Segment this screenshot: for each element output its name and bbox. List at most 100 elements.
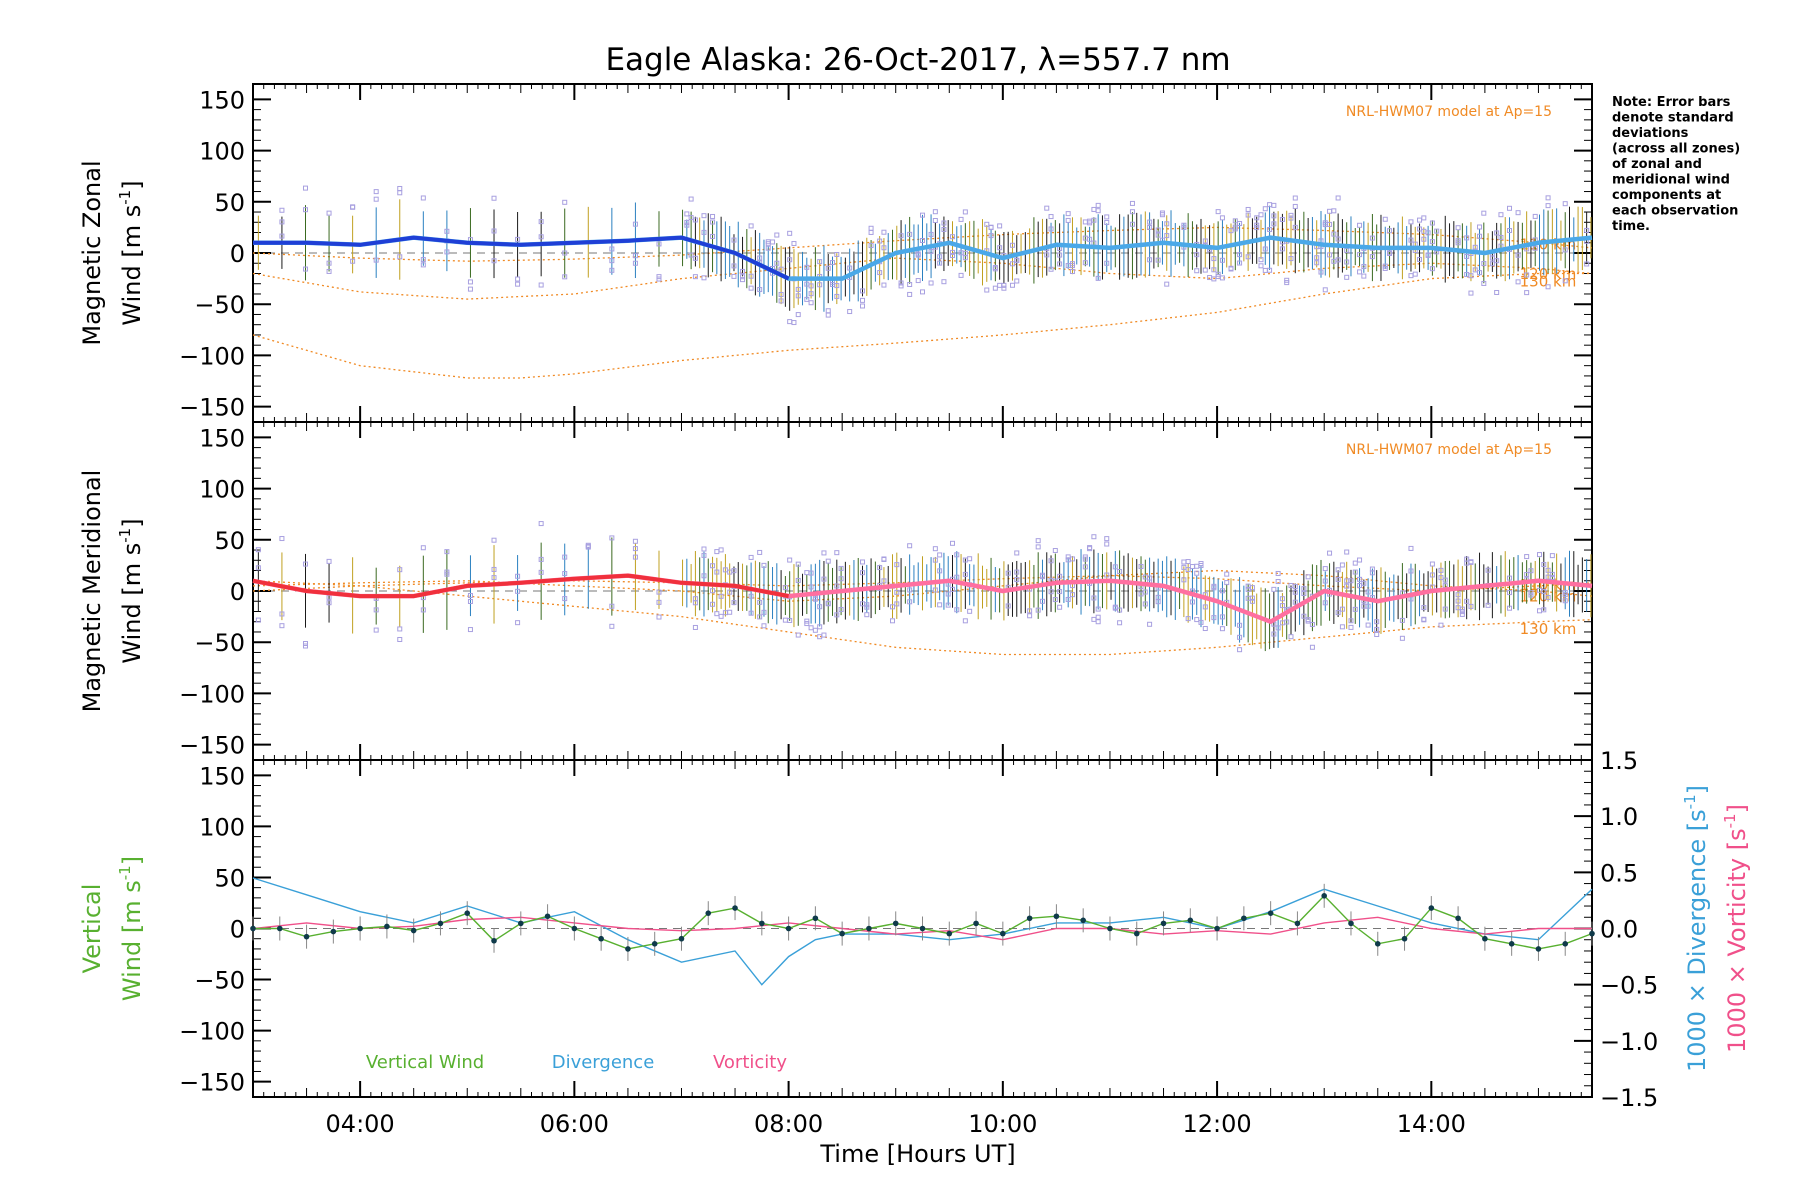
vertical-wind-point [571,925,578,932]
note-line: deviations [1612,126,1689,141]
y-tick-label: −50 [194,629,245,657]
x-tick-label: 08:00 [754,1110,823,1138]
model-curve-110km [252,574,1593,592]
y-axis-label-line2: Wind [m s-1] [116,518,146,663]
y-tick-label: 150 [199,424,245,452]
x-tick-label: 12:00 [1182,1110,1251,1138]
vertical-wind-point [1428,905,1435,911]
vertical-wind-point [330,928,337,935]
chart-title: Eagle Alaska: 26-Oct-2017, λ=557.7 nm [605,42,1230,78]
y-tick-label: 0 [230,578,245,606]
right-tick-label: 0.5 [1600,859,1638,887]
legend-entry: Vorticity [713,1052,787,1073]
y-tick-label: −150 [179,1069,245,1097]
y-tick-label: −50 [194,291,245,319]
meridional-wind-line [252,573,789,599]
vertical-wind-point [1562,941,1569,947]
vertical-wind-point [1053,913,1060,920]
meridional-panel: 150 100 50 0 −50 −100 −150 Magnetic Meridional W… [78,421,1593,761]
legend-entry: Divergence [552,1052,655,1073]
note-line: of zonal and [1612,157,1702,172]
vertical-wind-point [357,925,363,932]
y-tick-label: −50 [194,967,245,995]
x-tick-label: 04:00 [326,1110,395,1138]
y-tick-label: 100 [199,138,245,166]
model-label: NRL-HWM07 model at Ap=15 [1346,104,1552,120]
y-tick-label: 0 [230,916,245,944]
y-tick-label: −150 [179,732,245,760]
vertical-wind-point [651,941,658,947]
vertical-wind-point [303,933,310,940]
vertical-wind-point [1267,910,1274,916]
note-line: denote standard [1612,111,1734,126]
note-line: Note: Error bars [1612,95,1731,110]
zonal-wind-line [253,235,790,281]
vertical-wind-point [1589,930,1595,937]
y-tick-label: 150 [199,762,245,790]
error-bars-and-zone-points [257,185,1592,326]
y-tick-label: −150 [179,394,245,422]
vertical-wind-point [598,935,604,942]
vertical-wind-point [625,946,631,952]
vertical-wind-point [1401,935,1408,942]
model-label: NRL-HWM07 model at Ap=15 [1346,442,1552,458]
vertical-wind-point [1107,925,1113,932]
vertical-wind-point [518,920,524,927]
vertical-wind-point [1241,915,1247,922]
note-line: meridional wind [1612,173,1730,188]
vertical-wind-point [946,930,953,937]
right-tick-label: 1.5 [1600,747,1638,775]
vertical-wind-point [1160,920,1167,927]
y-axis-label-line1: Magnetic Meridional [78,470,106,713]
vertical-wind-point [839,930,845,937]
right-tick-label: −1.5 [1600,1084,1658,1112]
x-axis-tick-labels: 04:00 06:00 08:00 10:00 12:00 14:00 [326,1110,1466,1138]
vertical-wind-point [1187,917,1194,924]
y-tick-label: 50 [214,864,245,892]
y-axis-label-line1: Magnetic Zonal [78,160,106,345]
x-tick-label: 06:00 [540,1110,609,1138]
y-tick-label: 100 [199,813,245,841]
y-tick-label: 100 [199,476,245,504]
y-tick-label: 150 [199,86,245,114]
right-tick-label: 0.0 [1600,916,1638,944]
vertical-wind-point [759,920,765,927]
vertical-wind-point [732,905,738,911]
vertical-wind-point [464,910,471,916]
note-line: time. [1612,219,1650,234]
vertical-wind-point [410,927,417,934]
vertical-wind-point [276,925,283,932]
vertical-wind-point [866,925,872,932]
model-curve-120km [252,257,1593,300]
x-tick-label: 14:00 [1397,1110,1466,1138]
x-tick-label: 10:00 [968,1110,1037,1138]
y-tick-label: −100 [179,342,245,370]
y-axis-label-line2: Wind [m s-1] [116,856,146,1001]
vertical-wind-point [919,925,926,932]
vertical-wind-point [1214,925,1220,932]
right-axis-label-divergence: 1000 × Divergence [s-1] [1681,785,1711,1072]
vertical-wind-point [1455,915,1461,922]
vertical-wind-point [544,913,551,920]
vertical-wind-point [250,925,256,932]
right-tick-label: −1.0 [1600,1028,1658,1056]
vertical-wind-point [1321,893,1327,899]
vertical-wind-point [1348,920,1354,927]
vertical-wind-point [437,920,444,927]
model-curve-130km [252,580,1593,656]
vertical-wind-point [812,915,819,922]
vertical-wind-point [1482,935,1488,942]
vertical-wind-point [1080,917,1086,924]
note-line: each observation [1612,204,1738,219]
vertical-wind-point [973,920,979,927]
x-axis-label: Time [Hours UT] [819,1140,1015,1168]
vertical-wind-point [678,935,685,942]
model-curve-label: 130 km [1520,272,1577,290]
y-tick-label: 0 [230,240,245,268]
y-tick-label: 50 [214,189,245,217]
vertical-wind-point [1508,941,1515,947]
right-axis-label-vorticity: 1000 × Vorticity [s-1] [1721,804,1751,1053]
vertical-panel: 150 100 50 0 −50 −100 −150 Vertical Wind [m s-1]… [78,747,1751,1112]
